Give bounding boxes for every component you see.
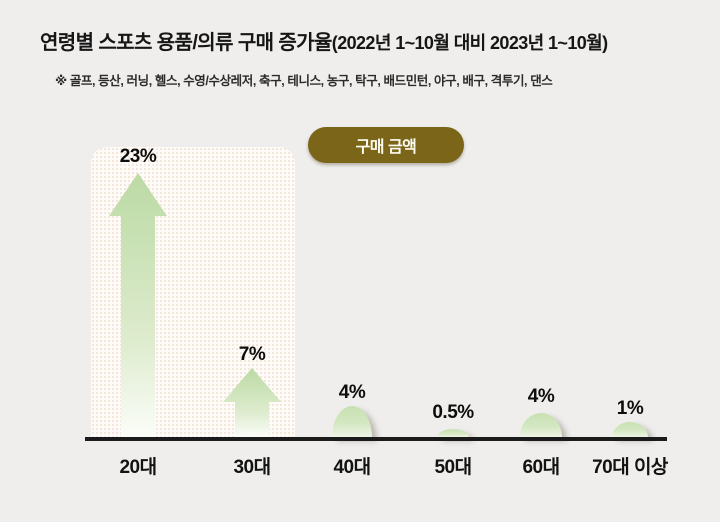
growth-bump-bar	[612, 422, 648, 437]
value-label: 23%	[119, 146, 157, 167]
value-label: 7%	[238, 344, 266, 365]
growth-bump-bar	[520, 413, 562, 437]
category-label: 30대	[233, 457, 271, 478]
legend-badge: 구매 금액	[308, 127, 464, 163]
value-label: 4%	[527, 386, 555, 407]
value-label: 4%	[338, 382, 366, 403]
growth-bump-bar	[332, 406, 372, 437]
page-title-period: (2022년 1~10월 대비 2023년 1~10월)	[331, 33, 608, 53]
x-axis-line	[85, 437, 667, 441]
growth-bump-bar	[437, 429, 469, 437]
legend-badge-label: 구매 금액	[355, 139, 417, 156]
category-label: 50대	[434, 457, 472, 478]
page-title-main: 연령별 스포츠 용품/의류 구매 증가율	[40, 32, 332, 54]
category-label: 40대	[333, 457, 371, 478]
value-label: 1%	[616, 398, 644, 419]
page-title: 연령별 스포츠 용품/의류 구매 증가율(2022년 1~10월 대비 2023…	[40, 26, 608, 55]
value-label: 0.5%	[432, 402, 474, 423]
category-label: 60대	[522, 457, 560, 478]
category-label: 20대	[119, 457, 157, 478]
category-label: 70대 이상	[592, 457, 668, 478]
category-note: ※ 골프, 등산, 러닝, 헬스, 수영/수상레저, 축구, 테니스, 농구, …	[55, 74, 553, 88]
